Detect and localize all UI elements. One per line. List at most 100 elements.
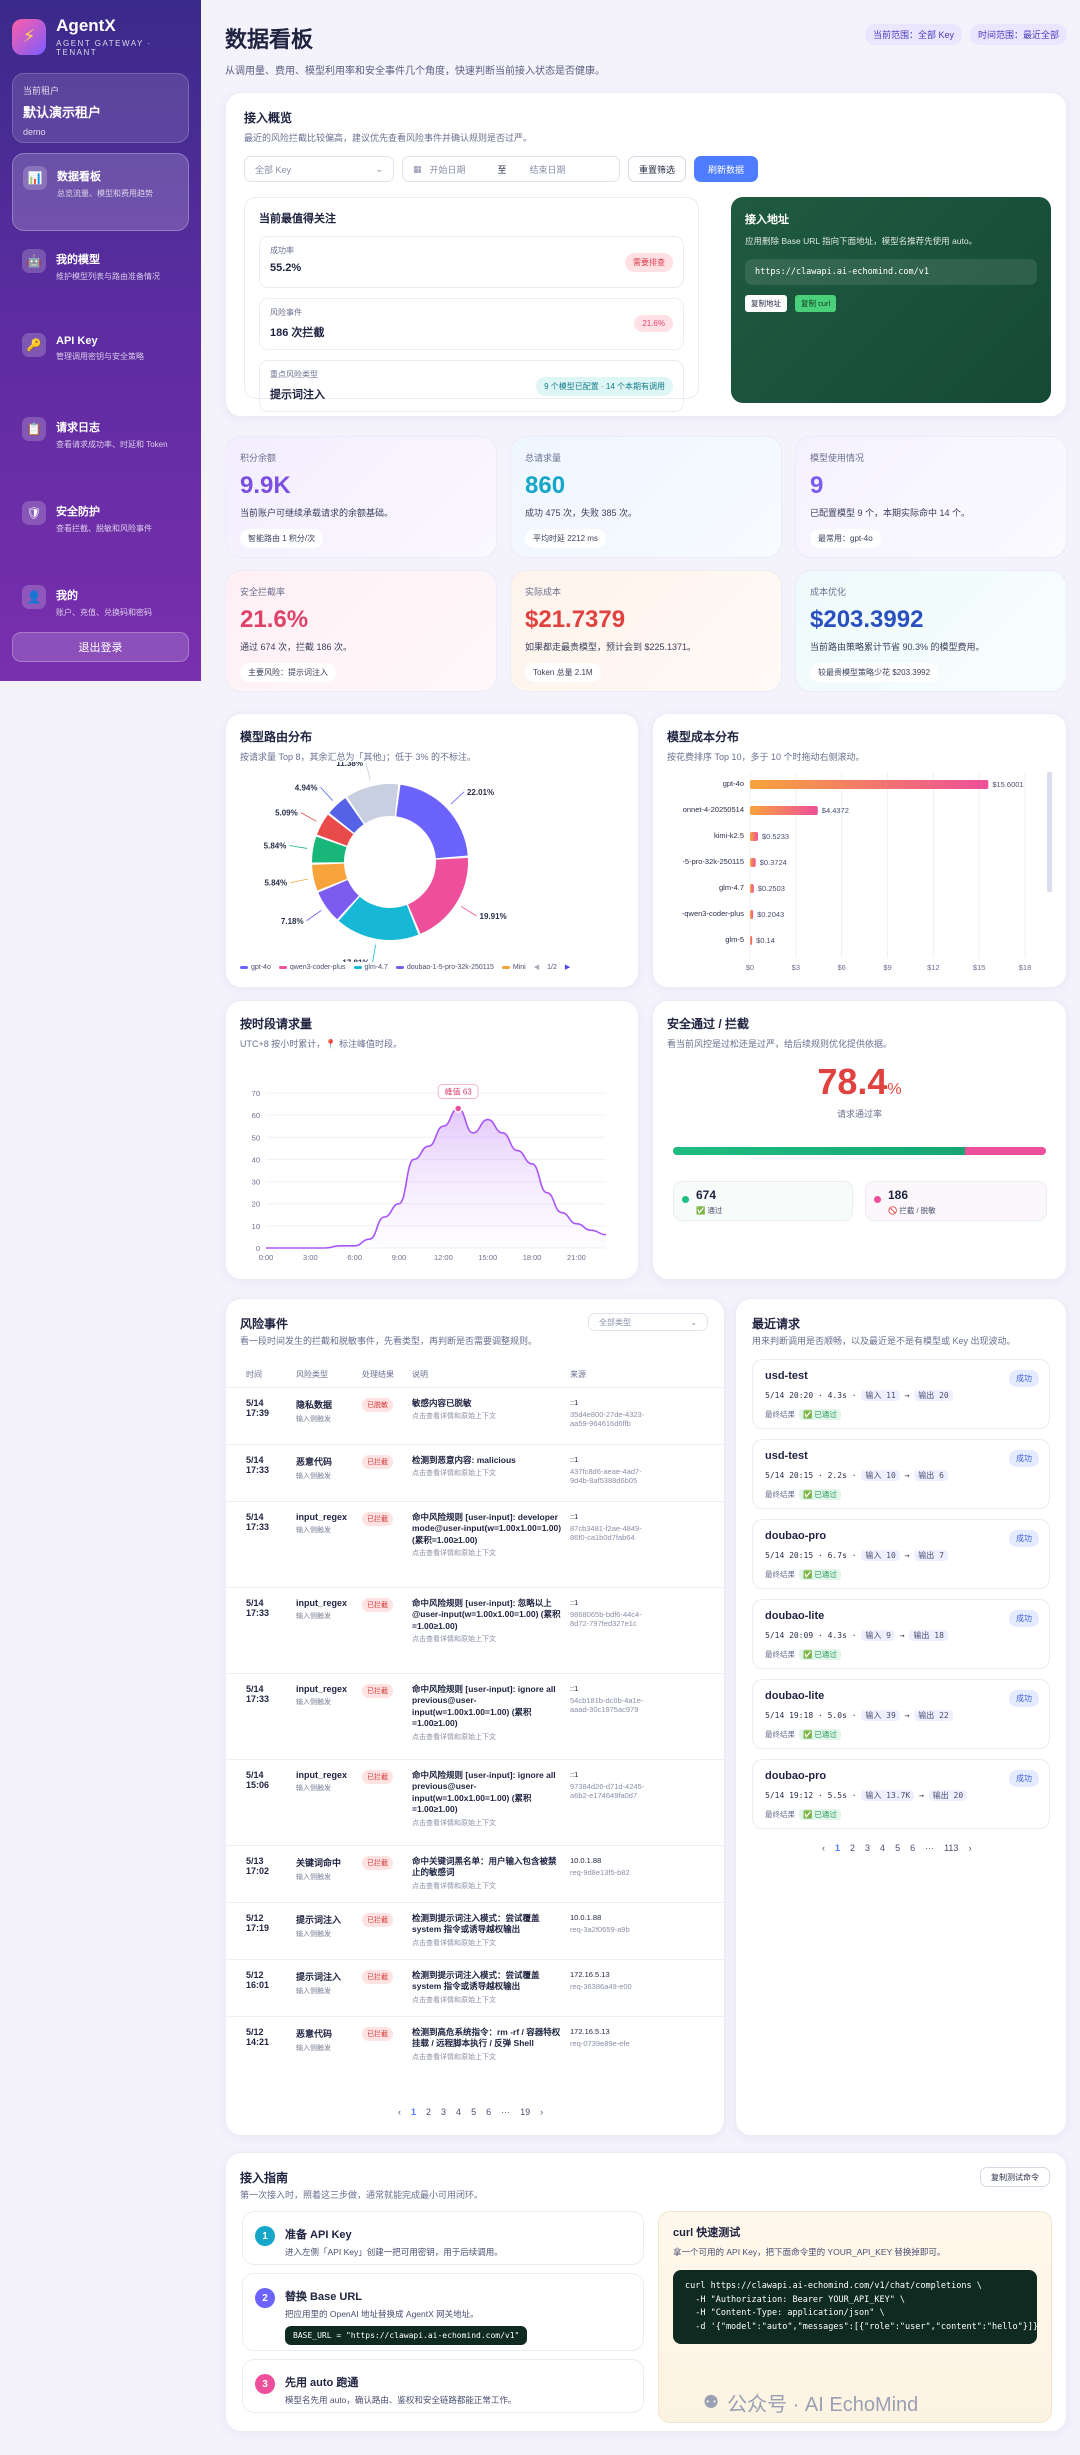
copy-address-button[interactable]: 复制地址 <box>745 295 787 312</box>
risk-page-item[interactable]: 2 <box>426 2107 432 2117</box>
reset-filter-button[interactable]: 重置筛选 <box>628 156 687 182</box>
risk-page-item[interactable]: 6 <box>486 2107 492 2117</box>
risk-row[interactable]: 5/14 17:33 input_regex 输入侧触发 已拦截 命中风险规则 [u… <box>226 1673 724 1759</box>
guide-step: 2 替换 Base URL 把应用里的 OpenAI 地址替换成 AgentX … <box>242 2273 644 2351</box>
recent-request-item[interactable]: doubao-pro 成功 5/14 20:15 · 6.7s · 输入 10 … <box>752 1519 1050 1589</box>
sidebar-item-4[interactable]: 🛡 安全防护 查看拦截、脱敏和风险事件 <box>12 489 189 567</box>
risk-row[interactable]: 5/14 17:33 input_regex 输入侧触发 已拦截 命中风险规则 [u… <box>226 1501 724 1587</box>
recent-request-item[interactable]: doubao-lite 成功 5/14 19:18 · 5.0s · 输入 39… <box>752 1679 1050 1749</box>
donut-slice[interactable] <box>318 880 359 920</box>
key-select[interactable]: 全部 Key ⌄ <box>244 156 394 182</box>
risk-page-item[interactable]: 1 <box>411 2107 417 2117</box>
brand: ⚡ AgentX AGENT GATEWAY · TENANT <box>12 16 189 57</box>
sidebar-item-5[interactable]: 👤 我的 账户、充值、兑换码和密码 <box>12 573 189 651</box>
recent-page-item[interactable]: 5 <box>895 1843 901 1853</box>
hour-line[interactable] <box>266 1107 607 1249</box>
recent-page-item[interactable]: 1 <box>835 1843 841 1853</box>
pass-count: 674 <box>696 1188 717 1202</box>
risk-type-filter[interactable]: 全部类型 ⌄ <box>588 1313 708 1331</box>
hour-x-tick: 18:00 <box>523 1253 542 1262</box>
legend-item[interactable]: gpt-4o <box>240 964 271 971</box>
date-range-input[interactable]: ▦ 开始日期 至 结束日期 <box>402 156 620 182</box>
donut-slice[interactable] <box>408 857 468 934</box>
legend-item[interactable]: Mini <box>501 964 526 971</box>
risk-page-item[interactable]: 3 <box>441 2107 447 2117</box>
recent-page-item[interactable]: › <box>968 1843 972 1853</box>
curl-code-block[interactable]: curl https://clawapi.ai-echomind.com/v1/… <box>673 2270 1043 2345</box>
hour-area-chart: 0 10 20 30 40 50 60 70 0:00 3:00 6:00 9:00 12:00 15:0… <box>252 1084 607 1262</box>
scope-badge: 当前范围：全部 Key <box>864 24 962 45</box>
recent-request-item[interactable]: doubao-pro 成功 5/14 19:12 · 5.5s · 输入 13.… <box>752 1759 1050 1829</box>
risk-page-item[interactable]: ··· <box>501 2107 511 2117</box>
cost-bar[interactable] <box>750 936 753 945</box>
sidebar-item-3[interactable]: 📋 请求日志 查看请求成功率、时延和 Token <box>12 405 189 483</box>
risk-row[interactable]: 5/14 17:33 恶意代码 输入侧触发 已拦截 检测到恶意内容: malicio… <box>226 1444 724 1501</box>
recent-page-item[interactable]: 3 <box>865 1843 871 1853</box>
sidebar-item-1[interactable]: 🤖 我的模型 维护模型列表与路由准备情况 <box>12 237 189 315</box>
request-model: usd-test <box>765 1370 808 1382</box>
cost-bar[interactable] <box>750 806 818 815</box>
risk-row[interactable]: 5/14 17:33 input_regex 输入侧触发 已拦截 命中风险规则 [u… <box>226 1587 724 1673</box>
risk-page-item[interactable]: › <box>540 2107 544 2117</box>
risk-row[interactable]: 5/12 14:21 恶意代码 输入侧触发 已拦截 检测到高危系统指令：rm -rf… <box>226 2016 724 2087</box>
risk-row[interactable]: 5/13 17:02 关键词命中 输入侧触发 已拦截 命中关键词黑名单：用户输入包含… <box>226 1845 724 1902</box>
risk-row[interactable]: 5/12 17:19 提示词注入 输入侧触发 已拦截 检测到提示词注入模式：尝试覆盖… <box>226 1902 724 1959</box>
focus-item: 风险事件 186 次拦截 21.6% <box>259 298 684 350</box>
recent-page-item[interactable]: ‹ <box>822 1843 825 1853</box>
focus-item: 成功率 55.2% 需要排查 <box>259 236 684 288</box>
legend-item[interactable]: doubao-1-5-pro-32k-250115 <box>395 964 494 971</box>
sidebar-item-2[interactable]: 🔑 API Key 管理调用密钥与安全策略 <box>12 321 189 399</box>
cost-bar[interactable] <box>750 910 754 919</box>
recent-page-item[interactable]: 2 <box>850 1843 856 1853</box>
risk-page-item[interactable]: 19 <box>520 2107 531 2117</box>
sidebar-item-label: 我的 <box>56 590 78 602</box>
copy-test-command-button[interactable]: 复制测试命令 <box>980 2167 1050 2187</box>
copy-curl-button[interactable]: 复制 curl <box>795 295 837 312</box>
risk-page-item[interactable]: 5 <box>471 2107 477 2117</box>
legend-item[interactable]: qwen3-coder-plus <box>278 964 346 971</box>
refresh-button[interactable]: 刷新数据 <box>694 156 759 182</box>
access-url[interactable]: https://clawapi.ai-echomind.com/v1 <box>745 259 1037 285</box>
cost-category-label: -5-pro-32k-250115 <box>682 857 744 866</box>
donut-slice[interactable] <box>312 836 347 863</box>
recent-page-item[interactable]: 4 <box>880 1843 886 1853</box>
chevron-down-icon: ⌄ <box>375 163 383 174</box>
peak-point[interactable] <box>453 1104 463 1113</box>
tenant-card[interactable]: 当前租户 默认演示租户 demo <box>12 73 189 143</box>
logout-button[interactable]: 退出登录 <box>12 632 189 662</box>
hour-x-tick: 21:00 <box>567 1253 586 1262</box>
cost-bar[interactable] <box>750 780 989 789</box>
pass-rate-value: 78.4 <box>817 1061 888 1102</box>
recent-page-item[interactable]: 113 <box>944 1843 959 1853</box>
recent-request-item[interactable]: usd-test 成功 5/14 20:15 · 2.2s · 输入 10 → … <box>752 1439 1050 1509</box>
risk-page-item[interactable]: 4 <box>456 2107 462 2117</box>
cost-bar[interactable] <box>750 884 754 893</box>
donut-slice[interactable] <box>317 814 354 846</box>
risk-page-item[interactable]: ‹ <box>398 2107 401 2117</box>
legend-prev-icon[interactable]: ◀ <box>533 964 540 971</box>
cost-bar[interactable] <box>750 858 756 867</box>
legend-item[interactable]: glm-4.7 <box>353 964 388 971</box>
end-date[interactable]: 结束日期 <box>529 164 566 175</box>
sidebar-item-0[interactable]: 📊 数据看板 总览流量、模型和费用趋势 <box>12 153 189 231</box>
risk-row[interactable]: 5/14 17:39 隐私数据 输入侧触发 已脱敏 敏感内容已脱敏 点击查看详情和原始… <box>226 1387 724 1444</box>
focus-item-label: 重点风险类型 <box>270 370 318 379</box>
risk-row[interactable]: 5/14 15:06 input_regex 输入侧触发 已拦截 命中风险规则 [u… <box>226 1759 724 1845</box>
donut-slice[interactable] <box>312 863 348 891</box>
risk-row[interactable]: 5/12 16:01 提示词注入 输入侧触发 已拦截 检测到提示词注入模式：尝试覆盖… <box>226 1959 724 2016</box>
start-date[interactable]: 开始日期 <box>429 164 466 175</box>
legend-next-icon[interactable]: ▶ <box>564 964 571 971</box>
cost-scrollbar[interactable] <box>1047 772 1052 892</box>
recent-page-item[interactable]: ··· <box>925 1843 935 1853</box>
recent-page-item[interactable]: 6 <box>910 1843 916 1853</box>
recent-request-item[interactable]: doubao-lite 成功 5/14 20:09 · 4.3s · 输入 9 … <box>752 1599 1050 1669</box>
donut-slice[interactable] <box>347 784 399 824</box>
curl-line: curl https://clawapi.ai-echomind.com/v1/… <box>685 2281 982 2291</box>
base-url-code[interactable]: BASE_URL = "https://clawapi.ai-echomind.… <box>285 2326 528 2345</box>
cost-bar[interactable] <box>750 832 758 841</box>
donut-slice[interactable] <box>396 784 468 859</box>
recent-request-item[interactable]: usd-test 成功 5/14 20:20 · 4.3s · 输入 11 → … <box>752 1359 1050 1429</box>
cost-category-label: glm-5 <box>725 935 744 944</box>
donut-slice[interactable] <box>338 896 419 940</box>
donut-slice[interactable] <box>329 798 364 834</box>
